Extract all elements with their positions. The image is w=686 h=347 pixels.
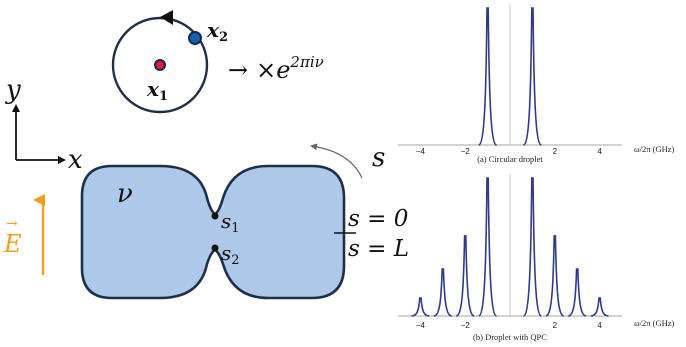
electric-field-vector-mark: →: [6, 216, 18, 232]
particle-1-dot: [154, 59, 166, 71]
spectra: −4 −2 2 4 ω/2π (GHz) (a) Circular droplet −4 −2…: [398, 4, 675, 342]
spectrum-xlabel: ω/2π (GHz): [634, 318, 675, 328]
spectrum-xlabel: ω/2π (GHz): [634, 144, 675, 154]
filling-label: ν: [117, 179, 133, 209]
spectrum-peak-7: [567, 268, 587, 317]
start-label: s = 0: [348, 206, 408, 232]
phase-factor: → ×e2πiν: [228, 53, 324, 84]
arc-label: s: [372, 143, 385, 173]
spectrum-peak-3: [455, 235, 475, 317]
exchange-orbit: [111, 16, 209, 114]
tick-label: −4: [416, 321, 426, 330]
spectrum-peak-1: [478, 7, 498, 146]
coordinate-axes: y x: [5, 75, 83, 175]
spectrum-peak-6: [545, 235, 565, 317]
end-label: s = L: [348, 236, 409, 262]
spectrum-caption: (b) Droplet with QPC: [473, 332, 547, 342]
y-axis-label: y: [5, 75, 21, 105]
spectrum-peak-4: [478, 177, 498, 317]
tick-label: 2: [553, 147, 558, 156]
droplet: ν s1 s2 s s = 0 s = L: [80, 143, 409, 300]
particle-1-label: x1: [146, 77, 168, 104]
particle-2-dot: [188, 31, 202, 45]
spectrum-panel-1: −4 −2 2 4 ω/2π (GHz) (a) Circular droplet: [398, 4, 675, 164]
tick-label: −4: [416, 147, 426, 156]
point-s1: [211, 212, 219, 220]
spectrum-peak-2: [522, 7, 542, 146]
orbit-direction-arrowhead: [160, 10, 173, 25]
point-s1-label: s1: [221, 209, 240, 236]
electric-field-label: E: [3, 230, 22, 258]
spectrum-peak-2: [433, 268, 453, 317]
spectrum-peak-8: [590, 297, 609, 317]
point-s2-label: s2: [221, 241, 240, 268]
x-axis-label: x: [68, 145, 83, 175]
spectrum-peak-1: [411, 297, 430, 317]
spectrum-panel-2: −4 −2 2 4 ω/2π (GHz) (b) Droplet with QPC: [398, 174, 675, 342]
tick-label: −2: [461, 147, 471, 156]
particle-2-label: x2: [206, 18, 228, 45]
spectrum-peak-5: [522, 177, 542, 317]
tick-label: 4: [597, 321, 602, 330]
exchange-diagram: x1 x2 → ×e2πiν: [111, 10, 324, 114]
arc-direction-arrow: [310, 143, 363, 179]
point-s2: [211, 244, 219, 252]
tick-label: −2: [461, 321, 471, 330]
spectrum-caption: (a) Circular droplet: [477, 154, 543, 164]
tick-label: 4: [597, 147, 602, 156]
tick-label: 2: [553, 321, 558, 330]
electric-field: E →: [3, 194, 45, 275]
